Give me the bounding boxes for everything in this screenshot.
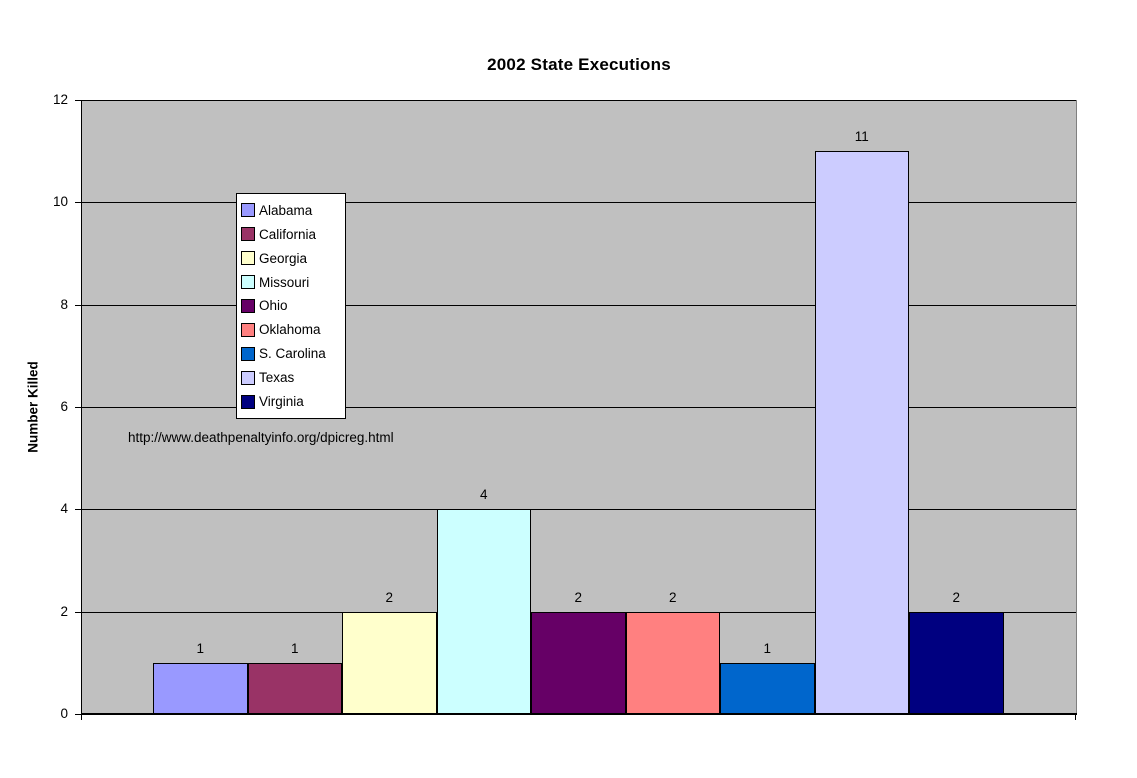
legend-swatch-alabama	[241, 203, 255, 218]
legend-label-missouri: Missouri	[259, 274, 310, 290]
gridline-y-6	[82, 407, 1076, 408]
x-axis-end-tick-right	[1075, 714, 1076, 720]
plot-area: 1 1 2 4 2 2 1 11 2	[82, 100, 1076, 714]
legend-item-s-carolina[interactable]: S. Carolina	[241, 346, 345, 361]
y-tick-label-8: 8	[60, 296, 68, 312]
plot-border-right	[1076, 100, 1077, 714]
legend-label-georgia: Georgia	[259, 250, 308, 266]
legend-label-oklahoma: Oklahoma	[259, 322, 321, 338]
bar-value-label-oklahoma: 2	[668, 589, 677, 605]
y-tick-10	[75, 202, 82, 204]
bar-virginia[interactable]	[909, 611, 1004, 714]
bar-value-label-texas: 11	[854, 129, 869, 145]
bar-oklahoma[interactable]	[625, 611, 720, 714]
legend-label-texas: Texas	[259, 370, 295, 386]
legend-label-ohio: Ohio	[259, 298, 288, 314]
bar-value-label-georgia: 2	[385, 589, 393, 605]
bar-ohio[interactable]	[531, 611, 626, 714]
legend-swatch-s-carolina	[241, 346, 255, 361]
y-tick-0	[75, 714, 82, 715]
y-tick-label-10: 10	[52, 194, 68, 210]
legend: Alabama California Georgia Missouri Ohio Okla…	[236, 193, 346, 419]
bar-s-carolina[interactable]	[720, 662, 815, 714]
x-axis-line	[81, 713, 1077, 715]
legend-item-ohio[interactable]: Ohio	[241, 298, 345, 313]
gridline-y-8	[82, 304, 1076, 306]
gridline-y-4	[82, 509, 1076, 511]
legend-swatch-missouri	[241, 275, 255, 290]
bar-value-label-alabama: 1	[196, 640, 204, 656]
gridline-y-10	[82, 202, 1076, 204]
legend-item-oklahoma[interactable]: Oklahoma	[241, 322, 345, 337]
gridline-y-12	[82, 100, 1076, 101]
legend-swatch-texas	[241, 370, 255, 385]
bar-texas[interactable]	[814, 151, 909, 714]
legend-item-texas[interactable]: Texas	[241, 370, 345, 385]
y-tick-label-6: 6	[60, 399, 68, 414]
bar-missouri[interactable]	[436, 509, 531, 714]
y-tick-12	[75, 100, 82, 101]
bar-value-label-california: 1	[290, 640, 299, 656]
legend-swatch-georgia	[241, 251, 255, 266]
y-tick-label-4: 4	[60, 501, 68, 517]
legend-item-virginia[interactable]: Virginia	[241, 394, 345, 409]
y-tick-2	[75, 611, 82, 613]
y-tick-label-0: 0	[60, 706, 68, 721]
legend-item-california[interactable]: California	[241, 227, 345, 242]
bar-value-label-ohio: 2	[574, 589, 582, 605]
bar-value-label-virginia: 2	[952, 589, 960, 605]
legend-item-alabama[interactable]: Alabama	[241, 203, 345, 218]
bar-value-label-missouri: 4	[479, 487, 488, 503]
y-tick-label-2: 2	[60, 603, 68, 619]
bar-georgia[interactable]	[342, 611, 437, 714]
legend-label-california: California	[259, 226, 317, 242]
y-tick-6	[75, 407, 82, 408]
legend-swatch-oklahoma	[241, 322, 255, 337]
legend-label-virginia: Virginia	[259, 394, 304, 410]
legend-label-alabama: Alabama	[259, 202, 313, 218]
legend-label-s-carolina: S. Carolina	[259, 346, 326, 362]
y-tick-8	[75, 304, 82, 306]
x-axis-end-tick-left	[81, 714, 82, 720]
bar-alabama[interactable]	[153, 662, 248, 714]
bar-value-label-s-carolina: 1	[763, 640, 771, 656]
source-url: http://www.deathpenaltyinfo.org/dpicreg.…	[128, 430, 394, 445]
bar-california[interactable]	[247, 662, 342, 714]
legend-item-missouri[interactable]: Missouri	[241, 275, 345, 290]
y-tick-label-12: 12	[52, 92, 68, 107]
legend-swatch-virginia	[241, 394, 255, 409]
legend-item-georgia[interactable]: Georgia	[241, 251, 345, 266]
legend-swatch-ohio	[241, 298, 255, 313]
legend-swatch-california	[241, 227, 255, 242]
y-tick-4	[75, 509, 82, 511]
chart-title: 2002 State Executions	[487, 55, 671, 74]
